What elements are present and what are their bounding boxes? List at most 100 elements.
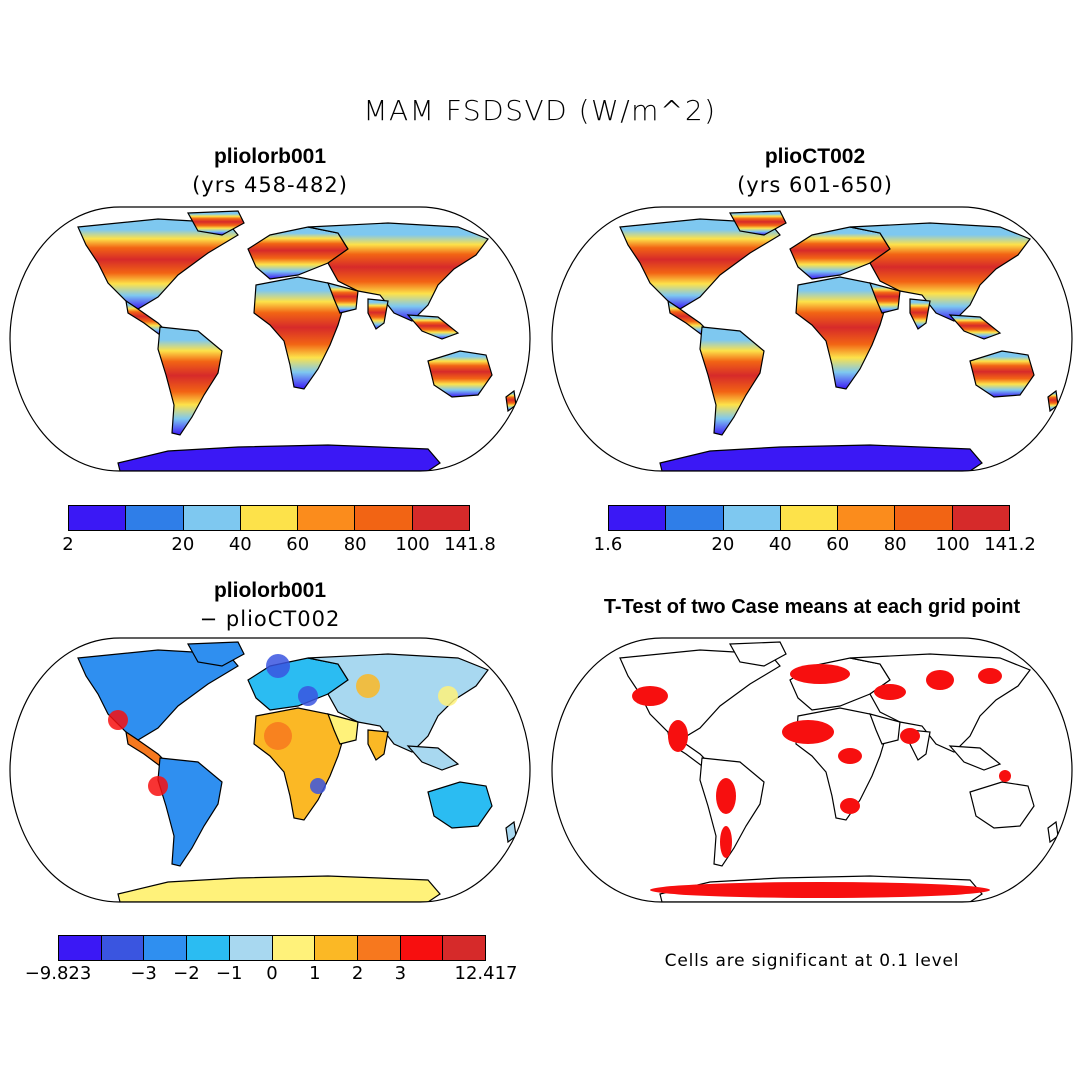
colorbar-label: 3 [394, 963, 407, 984]
continent-india [367, 729, 389, 761]
significance-region [632, 686, 668, 706]
map-frame [9, 206, 531, 472]
colorbar-swatch [298, 506, 356, 530]
panel-subtitle-bottom-left: − plioCT002 [199, 607, 341, 631]
anomaly-region [264, 722, 292, 750]
continent-asia [307, 222, 489, 322]
anomaly-region [108, 710, 128, 730]
continent-australia [969, 350, 1035, 398]
colorbar-swatch [315, 936, 358, 960]
continent-se-asia [948, 314, 1002, 340]
map-frame [9, 637, 531, 903]
colorbar-swatch [895, 506, 953, 530]
colorbar-labels-top-left: 2 20 40 60 80 100 141.8 [62, 534, 495, 558]
colorbar-swatch [357, 936, 401, 960]
colorbar-swatch [183, 506, 241, 530]
anomaly-region [356, 674, 380, 698]
colorbar-label: 2 [62, 534, 74, 555]
colorbar-swatch [666, 506, 724, 530]
continent-arabia [869, 713, 901, 745]
colorbar-label: 100 [395, 534, 430, 555]
colorbar-swatch [952, 506, 1009, 530]
colorbar-swatch [355, 506, 413, 530]
anomaly-region [438, 686, 458, 706]
colorbar-swatch [229, 936, 273, 960]
significance-region [900, 728, 920, 744]
continent-se-asia [948, 745, 1002, 771]
colorbar-label: 20 [171, 534, 195, 555]
continent-india [909, 298, 931, 330]
map-frame [551, 206, 1073, 472]
significance-region [838, 748, 862, 764]
significance-region [926, 670, 954, 690]
colorbar-swatch [69, 506, 127, 530]
panel-subtitle-top-right: (yrs 601-650) [737, 173, 893, 197]
colorbar-label: 100 [935, 534, 970, 555]
significance-region [874, 684, 906, 700]
significance-region [782, 720, 834, 744]
panel-title-bottom-left: pliolorb001 [213, 579, 327, 602]
panel-title-bottom-right: T-Test of two Case means at each grid po… [603, 596, 1021, 618]
significance-region [790, 664, 850, 684]
continent-australia [427, 781, 493, 829]
continent-antarctica [117, 875, 441, 902]
colorbar-label: 60 [826, 534, 850, 555]
colorbar-swatch [59, 936, 102, 960]
colorbar-label: 141.8 [444, 534, 496, 555]
colorbar-label: 2 [351, 963, 364, 984]
colorbar-swatch [126, 506, 184, 530]
continent-australia [969, 781, 1035, 829]
colorbar-label: 80 [883, 534, 907, 555]
significance-region [650, 882, 990, 898]
significance-region [720, 826, 732, 858]
continent-south-america [157, 757, 223, 867]
colorbar-label: −9.823 [24, 963, 92, 984]
colorbar-label: 0 [266, 963, 278, 984]
colorbar-swatch [272, 936, 316, 960]
significance-region [978, 668, 1002, 684]
map-top-right [551, 206, 1073, 472]
significance-region [840, 798, 860, 814]
colorbar-label: −3 [130, 963, 157, 984]
continent-greenland [187, 641, 245, 667]
colorbar-label: 1.6 [593, 534, 623, 555]
panel-title-top-left: pliolorb001 [213, 145, 327, 168]
continent-arabia [869, 282, 901, 314]
colorbar-swatch [101, 936, 145, 960]
panel-subtitle-top-left: (yrs 458-482) [192, 173, 348, 197]
significance-region [999, 770, 1011, 782]
significance-region [668, 720, 688, 752]
colorbar-swatch [240, 506, 299, 530]
colorbar-swatch [838, 506, 896, 530]
map-frame [551, 637, 1073, 903]
continent-india [367, 298, 389, 330]
continent-arabia [327, 713, 359, 745]
colorbar-label: 60 [286, 534, 310, 555]
colorbar-label: 1 [309, 963, 321, 984]
colorbar-swatch [412, 506, 469, 530]
colorbar-swatch [400, 936, 444, 960]
colorbar-swatch [187, 936, 230, 960]
continent-asia [307, 653, 489, 753]
continent-greenland [187, 210, 245, 236]
significance-note: Cells are significant at 0.1 level [664, 951, 960, 971]
colorbar-labels-top-right: 1.6 20 40 60 80 100 141.2 [594, 534, 1036, 558]
colorbar-label: 80 [343, 534, 367, 555]
colorbar-swatch [144, 936, 188, 960]
colorbar-label: 40 [228, 534, 252, 555]
colorbar-top-right [608, 505, 1010, 531]
continent-se-asia [406, 745, 460, 771]
anomaly-region [148, 776, 168, 796]
colorbar-label: 20 [711, 534, 735, 555]
colorbar-swatch [443, 936, 486, 960]
colorbar-label: 40 [768, 534, 792, 555]
continent-south-america [157, 326, 223, 436]
continent-arabia [327, 282, 359, 314]
colorbar-swatch [780, 506, 839, 530]
continent-australia [427, 350, 493, 398]
panel-title-top-right: plioCT002 [764, 145, 866, 168]
colorbar-swatch [723, 506, 781, 530]
continent-antarctica [659, 444, 983, 471]
map-bottom-left [9, 637, 531, 903]
colorbar-swatch [609, 506, 667, 530]
